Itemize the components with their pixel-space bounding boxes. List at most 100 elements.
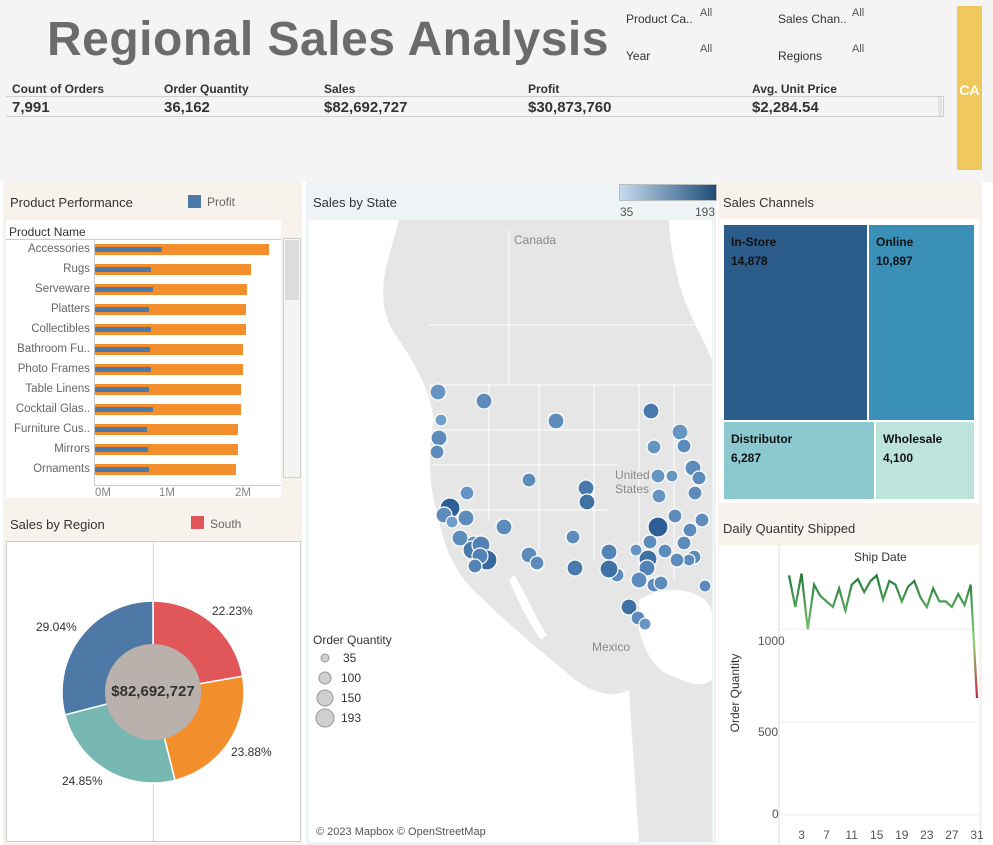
- map-state-dot[interactable]: [578, 493, 596, 511]
- profit-bar[interactable]: [95, 327, 151, 332]
- map-state-dot[interactable]: [429, 383, 447, 401]
- map-state-dot[interactable]: [671, 423, 689, 441]
- map-state-dot[interactable]: [629, 543, 643, 557]
- filter-regions-value[interactable]: All: [852, 43, 865, 55]
- map-state-dot[interactable]: [429, 444, 445, 460]
- map-state-dot[interactable]: [630, 571, 648, 589]
- profit-bar[interactable]: [95, 367, 151, 372]
- profit-bar[interactable]: [95, 407, 153, 412]
- map-state-dot[interactable]: [430, 429, 448, 447]
- product-row[interactable]: Bathroom Fu..: [6, 340, 281, 360]
- side-tab-ca[interactable]: CA: [957, 6, 982, 170]
- product-row[interactable]: Mirrors: [6, 440, 281, 460]
- product-name-label: Furniture Cus..: [13, 423, 90, 435]
- filter-product-category-label[interactable]: Product Ca..: [626, 12, 693, 26]
- product-scrollbar-thumb[interactable]: [285, 240, 299, 300]
- sales-bar[interactable]: [95, 424, 239, 435]
- profit-bar[interactable]: [95, 287, 153, 292]
- treemap-in-store[interactable]: In-Store 14,878: [724, 225, 867, 420]
- map-state-dot[interactable]: [475, 392, 493, 410]
- map-state-dot[interactable]: [642, 402, 660, 420]
- map-state-dot[interactable]: [434, 413, 448, 427]
- map-state-dot[interactable]: [682, 522, 698, 538]
- filter-regions-label[interactable]: Regions: [778, 49, 823, 63]
- profit-bar[interactable]: [95, 467, 150, 472]
- map-state-dot[interactable]: [647, 516, 669, 538]
- profit-bar[interactable]: [95, 267, 151, 272]
- map-state-dot[interactable]: [665, 469, 679, 483]
- sales-bar[interactable]: [95, 404, 242, 415]
- sales-bar[interactable]: [95, 364, 243, 375]
- map-attribution[interactable]: © 2023 Mapbox © OpenStreetMap: [316, 826, 486, 838]
- map-state-dot[interactable]: [651, 488, 667, 504]
- sales-bar[interactable]: [95, 244, 270, 255]
- map-state-dot[interactable]: [599, 559, 619, 579]
- map-state-dot[interactable]: [445, 515, 459, 529]
- product-row[interactable]: Ornaments: [6, 460, 281, 480]
- profit-bar[interactable]: [95, 307, 150, 312]
- filter-year-value[interactable]: All: [700, 43, 713, 55]
- map-state-dot[interactable]: [653, 575, 669, 591]
- map-state-dot[interactable]: [457, 509, 475, 527]
- sales-bar[interactable]: [95, 264, 251, 275]
- profit-bar[interactable]: [95, 387, 150, 392]
- sales-bar[interactable]: [95, 464, 236, 475]
- product-row[interactable]: Platters: [6, 300, 281, 320]
- treemap-distributor[interactable]: Distributor 6,287: [724, 422, 874, 499]
- map-state-dot[interactable]: [698, 579, 712, 593]
- product-row[interactable]: Table Linens: [6, 380, 281, 400]
- product-row[interactable]: Serveware: [6, 280, 281, 300]
- map-state-dot[interactable]: [667, 508, 683, 524]
- treemap-online[interactable]: Online 10,897: [869, 225, 974, 420]
- sales-bar[interactable]: [95, 444, 239, 455]
- map-state-dot[interactable]: [638, 617, 652, 631]
- profit-bar[interactable]: [95, 427, 147, 432]
- map-state-dot[interactable]: [676, 535, 692, 551]
- kpi-scrollbar[interactable]: [938, 97, 942, 116]
- sales-bar[interactable]: [95, 324, 247, 335]
- map-state-dot[interactable]: [694, 512, 710, 528]
- sales-bar[interactable]: [95, 384, 242, 395]
- map-state-dot[interactable]: [669, 552, 685, 568]
- map-state-dot[interactable]: [691, 470, 707, 486]
- map-state-dot[interactable]: [650, 468, 666, 484]
- map-state-dot[interactable]: [676, 438, 692, 454]
- map-state-dot[interactable]: [459, 485, 475, 501]
- map-state-dot[interactable]: [646, 439, 662, 455]
- map-state-dot[interactable]: [547, 412, 565, 430]
- map-state-dot[interactable]: [529, 555, 545, 571]
- map-state-dot[interactable]: [657, 543, 673, 559]
- daily-quantity-title: Daily Quantity Shipped: [723, 521, 856, 536]
- profit-bar[interactable]: [95, 247, 162, 252]
- product-row[interactable]: Cocktail Glas..: [6, 400, 281, 420]
- map-state-dot[interactable]: [642, 534, 658, 550]
- treemap-wholesale[interactable]: Wholesale 4,100: [876, 422, 974, 499]
- sales-bar[interactable]: [95, 284, 248, 295]
- sales-bar[interactable]: [95, 344, 244, 355]
- map-state-dot[interactable]: [687, 485, 703, 501]
- map-state-dot[interactable]: [521, 472, 537, 488]
- map-state-dot[interactable]: [620, 598, 638, 616]
- filter-year-label[interactable]: Year: [626, 49, 651, 63]
- filter-product-category-value[interactable]: All: [700, 7, 713, 19]
- profit-bar[interactable]: [95, 347, 150, 352]
- product-scrollbar-track[interactable]: [283, 238, 301, 478]
- filter-sales-channel-label[interactable]: Sales Chan..: [778, 12, 847, 26]
- map-state-dot[interactable]: [451, 529, 469, 547]
- map-state-dot[interactable]: [566, 559, 584, 577]
- sales-bar[interactable]: [95, 304, 247, 315]
- filter-sales-channel-value[interactable]: All: [852, 7, 865, 19]
- map-state-dot[interactable]: [565, 529, 581, 545]
- product-row[interactable]: Rugs: [6, 260, 281, 280]
- product-row[interactable]: Collectibles: [6, 320, 281, 340]
- map-state-dot[interactable]: [467, 558, 483, 574]
- profit-bar[interactable]: [95, 447, 149, 452]
- product-row[interactable]: Furniture Cus..: [6, 420, 281, 440]
- map-state-dot[interactable]: [600, 543, 618, 561]
- product-row[interactable]: Photo Frames: [6, 360, 281, 380]
- map-state-dot[interactable]: [495, 518, 513, 536]
- map-state-dot[interactable]: [682, 553, 696, 567]
- product-row[interactable]: Accessories: [6, 240, 281, 260]
- map-state-dot[interactable]: [638, 559, 656, 577]
- sales-map[interactable]: Canada United States Mexico Order Quanti…: [309, 220, 712, 842]
